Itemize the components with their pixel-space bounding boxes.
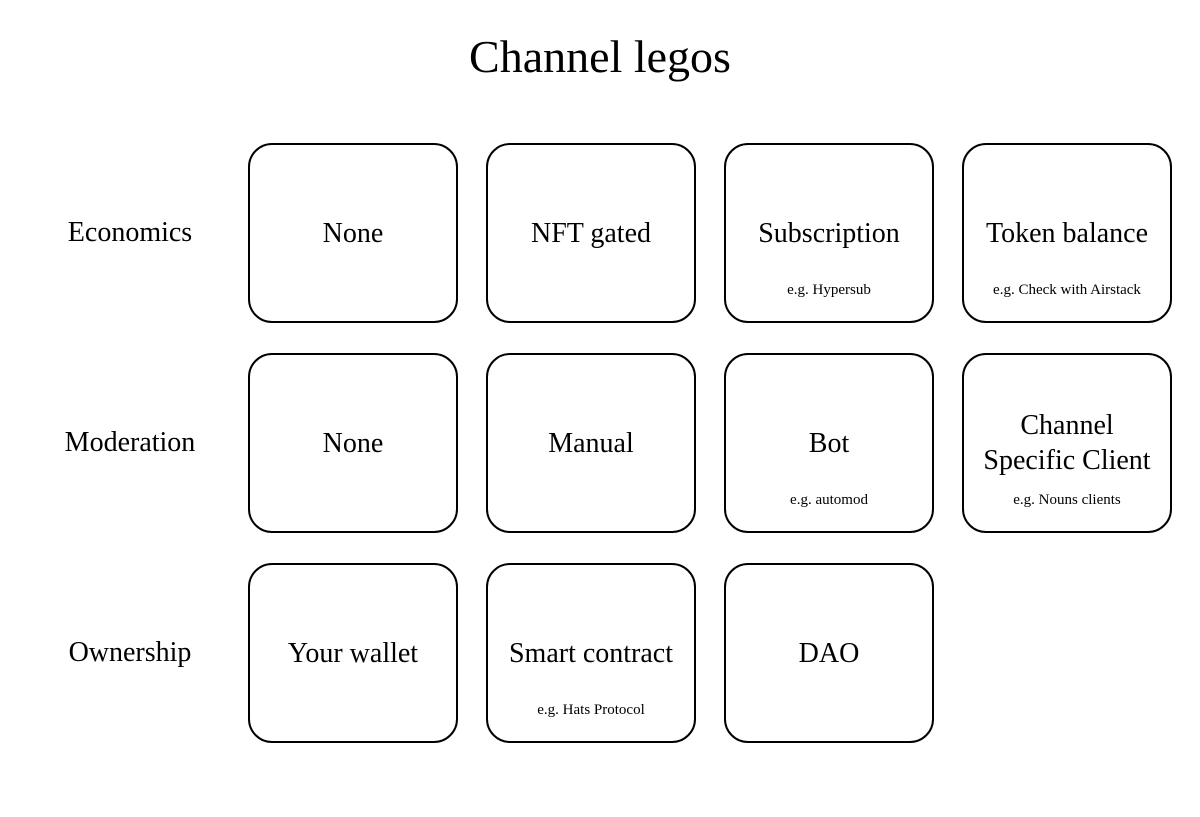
card-ownership-smart-contract: Smart contract e.g. Hats Protocol xyxy=(486,563,696,743)
card-ownership-dao: DAO xyxy=(724,563,934,743)
card-title: None xyxy=(323,426,384,461)
cards-ownership: Your wallet Smart contract e.g. Hats Pro… xyxy=(248,563,934,743)
card-ownership-your-wallet: Your wallet xyxy=(248,563,458,743)
card-moderation-bot: Bot e.g. automod xyxy=(724,353,934,533)
card-economics-none: None xyxy=(248,143,458,323)
card-title: Manual xyxy=(548,426,634,461)
row-ownership: Ownership Your wallet Smart contract e.g… xyxy=(40,563,1170,743)
card-subtitle: e.g. Hypersub xyxy=(726,282,932,299)
diagram-title: Channel legos xyxy=(30,30,1170,83)
cards-economics: None NFT gated Subscription e.g. Hypersu… xyxy=(248,143,1172,323)
card-subtitle: e.g. Nouns clients xyxy=(964,492,1170,509)
row-label-ownership: Ownership xyxy=(40,637,220,669)
card-subtitle: e.g. Check with Airstack xyxy=(964,282,1170,299)
card-moderation-manual: Manual xyxy=(486,353,696,533)
card-title: NFT gated xyxy=(531,216,651,251)
card-subtitle: e.g. automod xyxy=(726,492,932,509)
card-moderation-none: None xyxy=(248,353,458,533)
card-title: Your wallet xyxy=(288,636,418,671)
card-title: Bot xyxy=(809,426,849,461)
card-title: Token balance xyxy=(986,216,1148,251)
card-title: None xyxy=(323,216,384,251)
row-label-economics: Economics xyxy=(40,217,220,249)
card-title: Channel Specific Client xyxy=(974,408,1160,478)
card-subtitle: e.g. Hats Protocol xyxy=(488,702,694,719)
diagram-grid: Economics None NFT gated Subscription e.… xyxy=(30,143,1170,743)
card-title: DAO xyxy=(799,636,860,671)
row-label-moderation: Moderation xyxy=(40,427,220,459)
card-economics-nft-gated: NFT gated xyxy=(486,143,696,323)
cards-moderation: None Manual Bot e.g. automod Channel Spe… xyxy=(248,353,1172,533)
row-economics: Economics None NFT gated Subscription e.… xyxy=(40,143,1170,323)
card-title: Smart contract xyxy=(509,636,673,671)
card-title: Subscription xyxy=(758,216,900,251)
row-moderation: Moderation None Manual Bot e.g. automod … xyxy=(40,353,1170,533)
card-economics-subscription: Subscription e.g. Hypersub xyxy=(724,143,934,323)
card-moderation-channel-client: Channel Specific Client e.g. Nouns clien… xyxy=(962,353,1172,533)
card-economics-token-balance: Token balance e.g. Check with Airstack xyxy=(962,143,1172,323)
